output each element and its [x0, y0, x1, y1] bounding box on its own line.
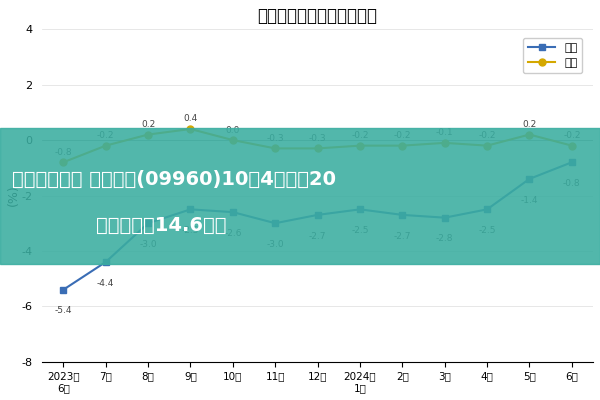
- 同比: [526, 176, 533, 181]
- Text: -0.2: -0.2: [97, 131, 115, 140]
- Text: -5.4: -5.4: [55, 306, 72, 315]
- Text: -2.7: -2.7: [309, 232, 326, 240]
- 环比: [441, 140, 448, 145]
- Text: -2.8: -2.8: [436, 234, 454, 243]
- Title: 工业生产者出厂价格涨跌幅: 工业生产者出厂价格涨跌幅: [257, 7, 377, 25]
- Text: 湖北股票配资 康圣环球(09960)10月4日斥资20: 湖北股票配资 康圣环球(09960)10月4日斥资20: [12, 170, 336, 189]
- 同比: [399, 212, 406, 217]
- 同比: [314, 212, 321, 217]
- 环比: [145, 132, 152, 137]
- Text: -2.5: -2.5: [478, 226, 496, 235]
- 同比: [229, 210, 236, 214]
- Text: 0.0: 0.0: [226, 126, 240, 134]
- Text: 万港元回购14.6万股: 万港元回购14.6万股: [96, 216, 227, 236]
- Text: -0.3: -0.3: [309, 134, 326, 143]
- Text: -1.4: -1.4: [521, 196, 538, 204]
- Line: 环比: 环比: [60, 126, 575, 166]
- Text: -0.8: -0.8: [55, 148, 72, 157]
- 环比: [526, 132, 533, 137]
- 同比: [441, 215, 448, 220]
- Text: 0.2: 0.2: [523, 120, 536, 129]
- 同比: [484, 207, 491, 212]
- 环比: [187, 127, 194, 132]
- Text: 0.4: 0.4: [184, 114, 197, 124]
- Text: -0.1: -0.1: [436, 128, 454, 137]
- Text: 0.2: 0.2: [141, 120, 155, 129]
- Text: -0.2: -0.2: [478, 131, 496, 140]
- Text: -3.0: -3.0: [266, 240, 284, 249]
- 环比: [484, 143, 491, 148]
- Text: -0.3: -0.3: [266, 134, 284, 143]
- Line: 同比: 同比: [61, 160, 575, 292]
- Text: -0.8: -0.8: [563, 179, 581, 188]
- 环比: [356, 143, 364, 148]
- 同比: [568, 160, 575, 165]
- 同比: [272, 221, 279, 226]
- 环比: [314, 146, 321, 151]
- Text: -2.5: -2.5: [182, 226, 199, 235]
- 环比: [399, 143, 406, 148]
- 同比: [60, 287, 67, 292]
- Text: -0.2: -0.2: [351, 131, 369, 140]
- 同比: [187, 207, 194, 212]
- 同比: [356, 207, 364, 212]
- 环比: [60, 160, 67, 165]
- Text: -2.5: -2.5: [351, 226, 369, 235]
- Text: -3.0: -3.0: [139, 240, 157, 249]
- 同比: [102, 260, 109, 264]
- Text: -4.4: -4.4: [97, 279, 115, 288]
- Y-axis label: (%): (%): [7, 185, 20, 206]
- Text: -0.2: -0.2: [563, 131, 581, 140]
- Text: -0.2: -0.2: [394, 131, 411, 140]
- Legend: 同比, 环比: 同比, 环比: [523, 38, 582, 73]
- 环比: [229, 138, 236, 142]
- 同比: [145, 221, 152, 226]
- Text: -2.7: -2.7: [394, 232, 411, 240]
- 环比: [102, 143, 109, 148]
- Text: -2.6: -2.6: [224, 229, 242, 238]
- 环比: [568, 143, 575, 148]
- 环比: [272, 146, 279, 151]
